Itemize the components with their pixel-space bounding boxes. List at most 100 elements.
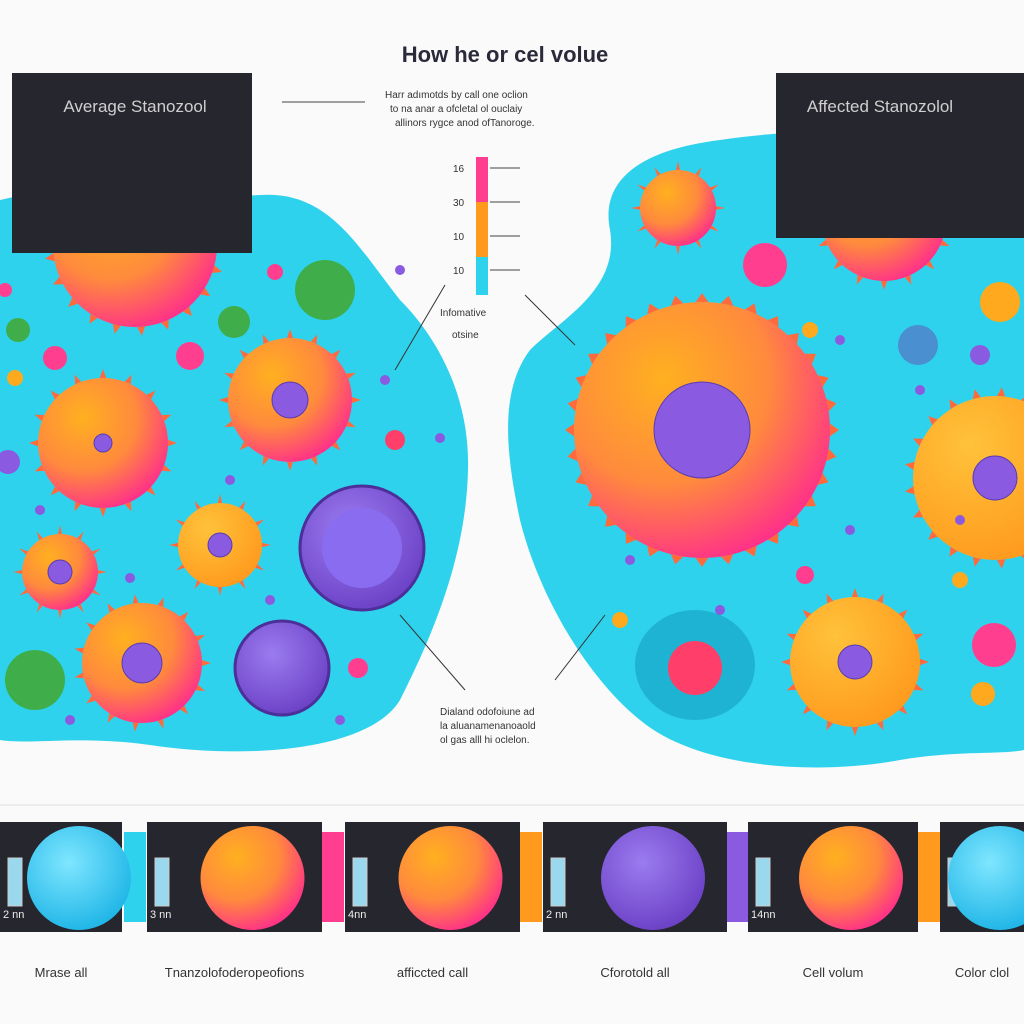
spike <box>157 719 164 729</box>
spike <box>880 280 888 290</box>
vesicle <box>385 430 405 450</box>
annotation-bottom: ol gas alll hi oclelon. <box>440 735 530 746</box>
spike <box>68 297 78 307</box>
spike <box>913 683 924 691</box>
spike <box>826 448 837 462</box>
vesicle <box>5 650 65 710</box>
spike <box>310 334 318 344</box>
arrow <box>399 614 466 691</box>
spike <box>588 353 600 365</box>
spike <box>34 414 45 422</box>
spike <box>905 486 915 495</box>
spike <box>132 594 139 604</box>
nucleus <box>47 559 73 585</box>
spike <box>36 603 43 613</box>
spike <box>161 414 172 422</box>
title: How he or cel volue <box>402 42 609 67</box>
scale-segment <box>476 202 488 257</box>
spike <box>720 295 734 306</box>
spike <box>157 597 164 607</box>
spike <box>905 461 915 470</box>
spike <box>720 554 734 565</box>
spike <box>167 439 177 447</box>
spike <box>146 486 156 496</box>
swatch-caption: Mrase all <box>35 965 88 980</box>
spike <box>826 593 834 604</box>
spike <box>255 519 265 526</box>
spike <box>817 473 829 485</box>
annotation-bottom: Dialand odofoiune ad <box>440 707 535 718</box>
spike <box>58 609 62 619</box>
spike <box>565 423 575 437</box>
vial <box>550 857 566 907</box>
spike <box>940 239 950 247</box>
scale-segment <box>476 157 488 202</box>
nucleus <box>271 381 309 419</box>
spike <box>715 206 725 210</box>
nucleus <box>207 532 233 558</box>
spike <box>695 239 702 249</box>
spike <box>91 589 101 596</box>
spike <box>99 369 107 379</box>
vesicle <box>952 572 968 588</box>
cell <box>668 641 722 695</box>
spike <box>695 557 709 567</box>
dot <box>65 715 75 725</box>
dot <box>915 385 925 395</box>
spike <box>695 167 702 177</box>
spike <box>913 509 923 518</box>
color-bar <box>124 832 146 922</box>
spike <box>804 495 816 507</box>
spike <box>898 609 908 619</box>
spike <box>654 239 661 249</box>
size-label: 3 nn <box>150 909 171 921</box>
spike <box>262 334 270 344</box>
spike <box>77 603 84 613</box>
spike <box>804 353 816 365</box>
right-label-box <box>776 73 1024 238</box>
scale-label: 10 <box>453 232 465 243</box>
dot <box>845 525 855 535</box>
spike <box>631 206 641 210</box>
spike <box>346 372 356 380</box>
spike <box>74 374 82 385</box>
spike <box>74 672 85 679</box>
vesicle <box>796 566 814 584</box>
spike <box>53 276 63 285</box>
spike <box>1021 554 1024 559</box>
vesicle <box>612 612 628 628</box>
spike <box>45 253 55 262</box>
spike <box>13 570 23 574</box>
size-label: 2 nn <box>546 909 567 921</box>
spike <box>817 375 829 387</box>
vesicle <box>6 318 30 342</box>
spike <box>19 589 29 596</box>
spike <box>175 564 185 571</box>
swatch-cell <box>601 826 705 930</box>
spike <box>709 225 719 232</box>
spike <box>262 456 270 466</box>
nucleus <box>653 381 751 479</box>
spike <box>767 532 779 544</box>
vesicle <box>802 322 818 338</box>
nucleus <box>93 433 113 453</box>
scale-label: 30 <box>453 198 465 209</box>
spike <box>647 545 659 557</box>
spike <box>826 398 837 412</box>
spike <box>261 542 271 548</box>
scale-label: 16 <box>453 164 465 175</box>
vesicle <box>971 682 995 706</box>
spike <box>767 316 779 328</box>
swatch-caption: Cforotold all <box>600 965 669 980</box>
swatch-caption: Color clol <box>955 965 1009 980</box>
spike <box>331 349 341 359</box>
spike <box>224 420 234 428</box>
dot <box>225 475 235 485</box>
spike <box>217 586 223 596</box>
spike <box>826 720 834 731</box>
spike <box>745 545 757 557</box>
vial <box>154 857 170 907</box>
vesicle <box>0 283 12 297</box>
spike <box>637 184 647 191</box>
